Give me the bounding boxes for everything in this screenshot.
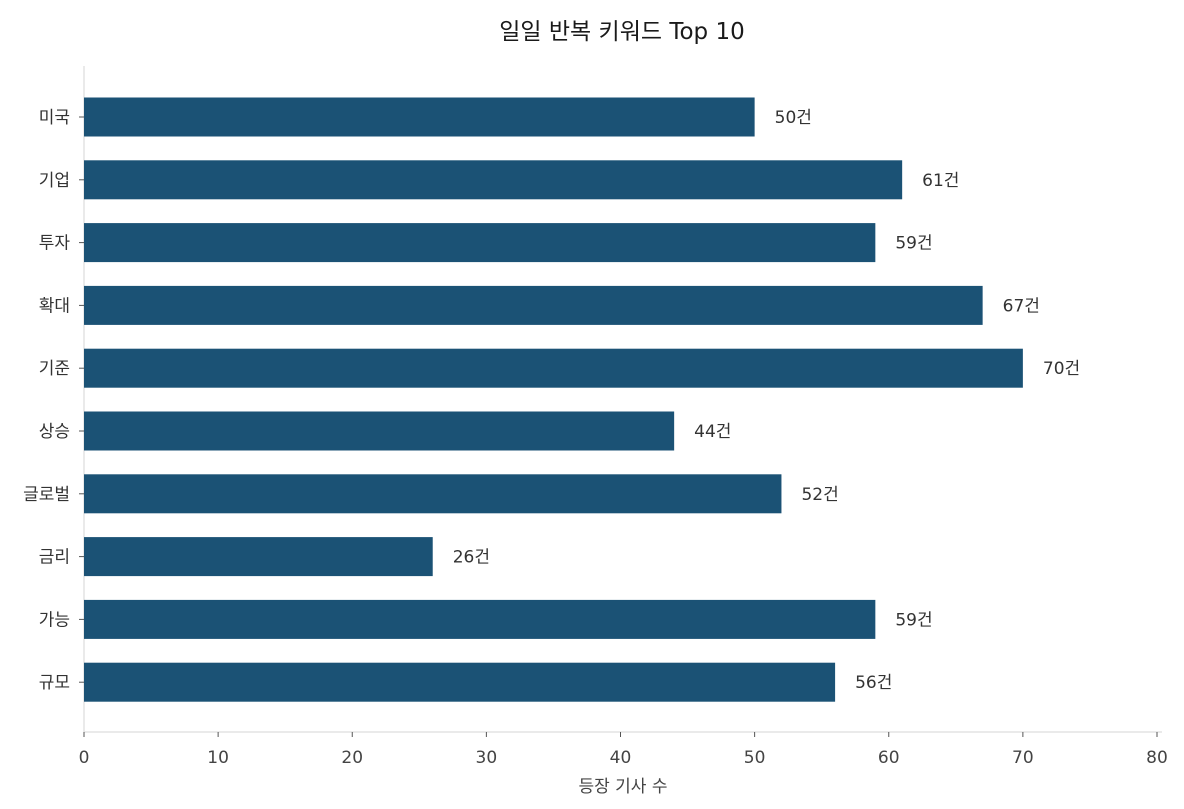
- category-label: 규모: [39, 673, 70, 693]
- category-label: 기업: [39, 171, 70, 191]
- x-ticks-group: 0 10 20 30 40 50 60 70 80: [79, 732, 1168, 768]
- value-label: 52건: [801, 485, 838, 505]
- value-label: 59건: [895, 234, 932, 254]
- chart-title: 일일 반복 키워드 Top 10: [499, 19, 745, 45]
- bar-7: [84, 537, 433, 577]
- category-label: 확대: [39, 296, 70, 316]
- x-tick-label: 0: [79, 748, 90, 768]
- value-label: 50건: [775, 108, 812, 128]
- value-label: 26건: [453, 548, 490, 568]
- bar-5: [84, 411, 675, 451]
- x-tick-label: 50: [744, 748, 766, 768]
- bar-1: [84, 160, 903, 200]
- bar-9: [84, 662, 836, 702]
- bar-3: [84, 285, 983, 325]
- bar-4: [84, 348, 1023, 388]
- category-label: 글로벌: [23, 485, 70, 505]
- category-label: 금리: [39, 548, 70, 568]
- bar-8: [84, 599, 876, 639]
- category-label: 상승: [39, 422, 70, 442]
- value-label: 67건: [1003, 296, 1040, 316]
- x-tick-label: 40: [610, 748, 632, 768]
- value-label: 56건: [855, 673, 892, 693]
- value-label: 70건: [1043, 359, 1080, 379]
- x-tick-label: 10: [207, 748, 229, 768]
- category-label: 미국: [39, 108, 70, 128]
- x-tick-label: 20: [341, 748, 363, 768]
- bar-6: [84, 474, 782, 514]
- x-tick-label: 80: [1146, 748, 1168, 768]
- x-tick-label: 30: [476, 748, 498, 768]
- x-tick-label: 60: [878, 748, 900, 768]
- value-label: 61건: [922, 171, 959, 191]
- bar-0: [84, 97, 755, 137]
- category-label: 기준: [39, 359, 70, 379]
- x-axis-title: 등장 기사 수: [578, 777, 667, 797]
- category-label: 투자: [39, 234, 71, 254]
- bar-2: [84, 223, 876, 263]
- category-label: 가능: [39, 610, 70, 630]
- value-label: 44건: [694, 422, 731, 442]
- x-tick-label: 70: [1012, 748, 1034, 768]
- value-label: 59건: [895, 610, 932, 630]
